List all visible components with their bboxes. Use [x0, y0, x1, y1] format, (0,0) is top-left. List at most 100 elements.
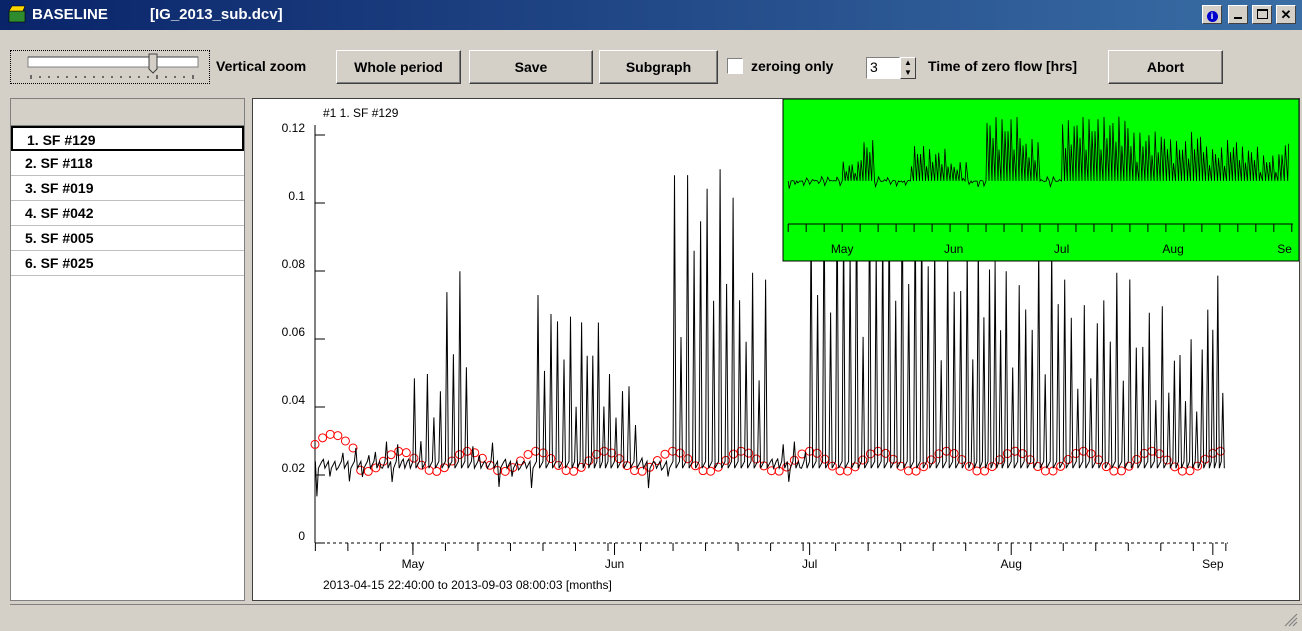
- signal-trace: [314, 169, 1225, 497]
- sensor-item[interactable]: 3. SF #019: [11, 176, 244, 201]
- baseline-point: [310, 439, 320, 449]
- x-tick-label: Aug: [1001, 557, 1022, 571]
- y-tick-label: 0.08: [282, 257, 306, 271]
- baseline-point: [599, 446, 609, 456]
- baseline-point: [698, 466, 708, 476]
- zero-flow-spinner[interactable]: ▲ ▼: [900, 57, 916, 79]
- baseline-point: [340, 436, 350, 446]
- baseline-point: [1132, 454, 1142, 464]
- baseline-point: [949, 448, 959, 458]
- inset-signal-path: [787, 116, 1290, 189]
- baseline-point: [1208, 448, 1218, 458]
- whole-period-button[interactable]: Whole period: [336, 50, 461, 84]
- sensor-list: 1. SF #129 2. SF #118 3. SF #019 4. SF #…: [10, 98, 245, 601]
- sensor-item[interactable]: 5. SF #005: [11, 226, 244, 251]
- baseline-point: [470, 448, 480, 458]
- subgraph-button[interactable]: Subgraph: [599, 50, 718, 84]
- baseline-point: [767, 466, 776, 476]
- abort-button[interactable]: Abort: [1108, 50, 1223, 84]
- sensor-item[interactable]: 2. SF #118: [11, 151, 244, 176]
- baseline-point: [881, 448, 891, 458]
- x-tick-label: May: [402, 557, 425, 571]
- y-tick-label: 0: [298, 529, 305, 543]
- baseline-point: [980, 466, 990, 476]
- baseline-point: [721, 455, 731, 465]
- range-text: 2013-04-15 22:40:00 to 2013-09-03 08:00:…: [323, 578, 612, 592]
- inset-x-tick-label: May: [831, 242, 854, 256]
- baseline-point: [1056, 461, 1066, 471]
- sensor-item[interactable]: 6. SF #025: [11, 251, 244, 276]
- baseline-point: [1177, 466, 1187, 476]
- baseline-point: [333, 431, 343, 441]
- spin-down-icon: ▼: [904, 68, 912, 77]
- baseline-point: [523, 449, 533, 459]
- close-icon: ✕: [1280, 7, 1292, 22]
- maximize-button[interactable]: [1252, 5, 1272, 24]
- baseline-point: [432, 466, 442, 476]
- y-tick-label: 0.04: [282, 393, 306, 407]
- inset-plot: May Jun Jul Aug Se: [782, 99, 1299, 262]
- file-name: [IG_2013_sub.dcv]: [150, 6, 283, 23]
- y-tick-label: 0.02: [282, 461, 306, 475]
- baseline-point: [348, 443, 358, 453]
- baseline-point: [858, 455, 868, 465]
- baseline-point: [363, 466, 373, 476]
- baseline-point: [683, 454, 693, 464]
- close-button[interactable]: ✕: [1276, 5, 1296, 24]
- baseline-point: [706, 466, 716, 476]
- baseline-point: [386, 450, 396, 460]
- signal-path: [314, 169, 1225, 497]
- sensor-item[interactable]: 4. SF #042: [11, 201, 244, 226]
- baseline-point: [1116, 466, 1126, 476]
- save-button[interactable]: Save: [469, 50, 593, 84]
- info-button[interactable]: i: [1202, 5, 1222, 24]
- baseline-point: [500, 466, 510, 476]
- baseline-point: [926, 455, 936, 465]
- baseline-point: [660, 449, 670, 459]
- resize-grip-icon[interactable]: [1282, 611, 1298, 627]
- baseline-point: [1018, 449, 1028, 459]
- clapper-icon: [8, 5, 26, 23]
- baseline-point: [371, 463, 381, 473]
- inset-x-tick-label: Aug: [1162, 242, 1183, 256]
- x-tick-label: Sep: [1202, 557, 1224, 571]
- y-tick-label: 0.06: [282, 325, 306, 339]
- inset-x-tick-label: Se: [1277, 242, 1292, 256]
- vertical-zoom-label: Vertical zoom: [216, 58, 307, 74]
- baseline-point: [569, 466, 579, 476]
- baseline-point: [1215, 446, 1225, 456]
- baseline-point: [455, 450, 465, 460]
- baseline-point: [1086, 449, 1096, 459]
- sensor-item[interactable]: 1. SF #129: [11, 126, 244, 151]
- vertical-zoom-slider[interactable]: [10, 50, 210, 84]
- baseline-point: [789, 455, 799, 465]
- zeroing-only-label: zeroing only: [751, 58, 834, 74]
- baseline-point: [751, 454, 761, 464]
- baseline-point: [1200, 454, 1210, 464]
- chart-panel[interactable]: #1 1. SF #129 0 0.02 0.04 0.06 0.08 0.1 0.12 M…: [252, 98, 1300, 601]
- x-tick-label: Jul: [802, 557, 817, 571]
- baseline-point: [515, 456, 525, 466]
- zeroing-only-checkbox[interactable]: [727, 58, 743, 74]
- baseline-point: [531, 446, 541, 456]
- baseline-point: [409, 453, 419, 463]
- slider-track: [27, 53, 199, 79]
- zero-flow-input[interactable]: 3: [866, 57, 900, 79]
- app-title: BASELINE: [32, 6, 108, 23]
- baseline-point: [637, 466, 647, 476]
- x-tick-label: Jun: [605, 557, 624, 571]
- baseline-point: [1025, 455, 1035, 465]
- baseline-point: [812, 448, 822, 458]
- sensor-list-header: [11, 99, 244, 126]
- minimize-button[interactable]: [1228, 5, 1248, 24]
- inset-x-tick-label: Jul: [1054, 242, 1069, 256]
- baseline-point: [843, 466, 853, 476]
- baseline-point: [865, 449, 875, 459]
- baseline-point: [1101, 462, 1111, 472]
- baseline-point: [728, 449, 738, 459]
- baseline-point: [675, 448, 685, 458]
- maximize-icon: [1256, 9, 1268, 19]
- baseline-point: [318, 433, 328, 443]
- baseline-point: [995, 455, 1005, 465]
- baseline-point: [903, 466, 913, 476]
